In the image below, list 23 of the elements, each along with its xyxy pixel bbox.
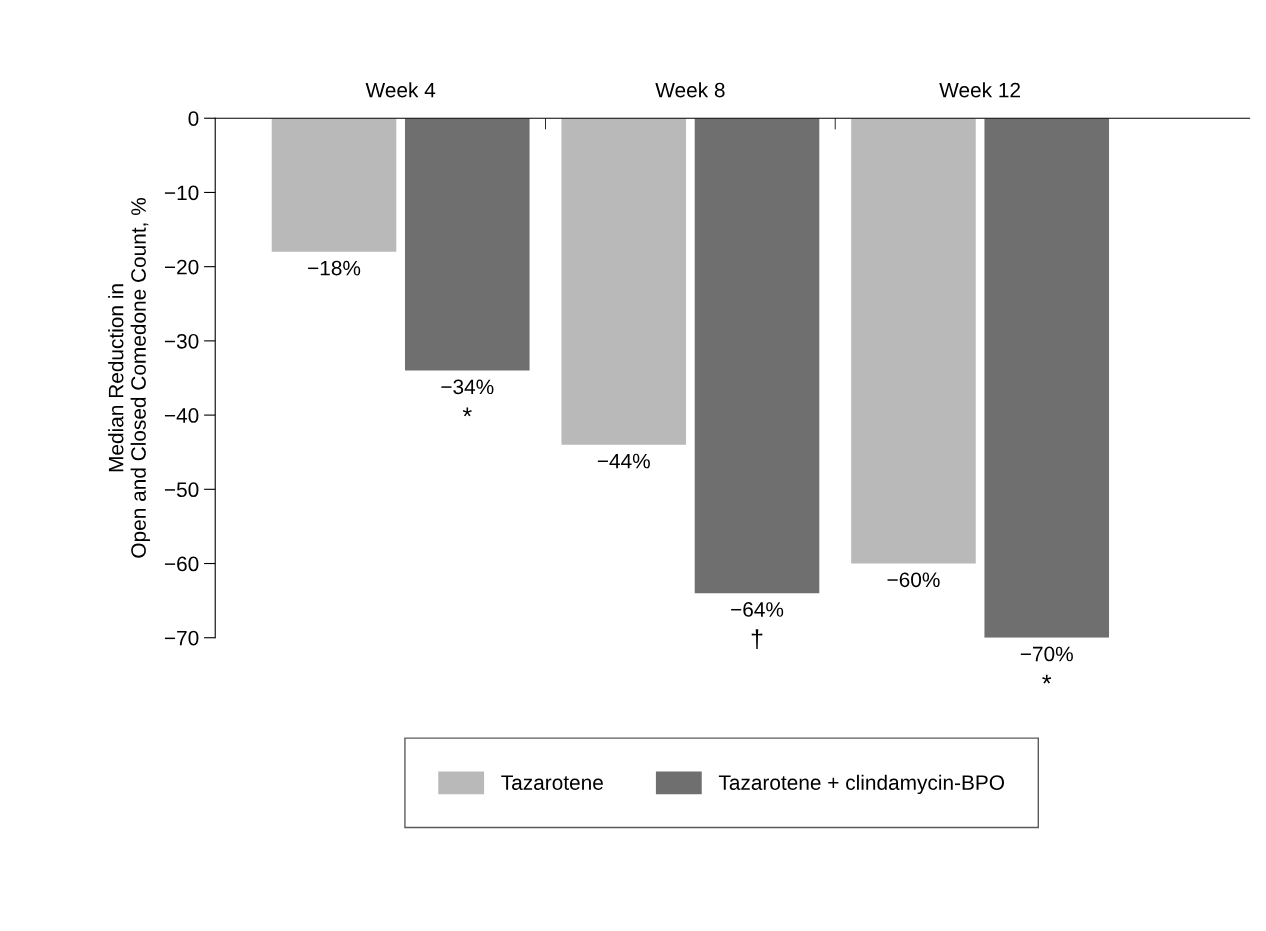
y-tick-label: 0	[188, 111, 199, 126]
data-label: −60%	[887, 572, 940, 588]
x-tick-label: Week 8	[655, 82, 725, 98]
legend-label: Tazarotene + clindamycin-BPO	[718, 774, 1004, 795]
annotation: †	[751, 629, 763, 650]
data-label: −44%	[597, 453, 650, 469]
x-tick-label: Week 4	[365, 82, 436, 98]
x-tick-label: Week 12	[939, 82, 1020, 98]
y-axis-title: Median Reduction in Open and Closed Comedone Count, %	[108, 198, 151, 558]
data-label: −18%	[308, 260, 361, 276]
y-tick-label: −70	[164, 630, 199, 646]
y-tick-label: −50	[164, 482, 199, 498]
y-tick-label: −10	[164, 185, 199, 201]
y-tick-label: −60	[164, 556, 199, 572]
y-tick-label: −40	[164, 408, 199, 423]
annotation: *	[462, 407, 472, 417]
annotation: *	[1042, 674, 1052, 684]
legend-label: Tazarotene	[501, 775, 603, 790]
data-label: −64%	[731, 602, 784, 617]
data-label: −34%	[441, 379, 494, 395]
y-tick-label: −30	[164, 333, 199, 349]
y-tick-label: −20	[164, 259, 199, 275]
data-label: −70%	[1020, 646, 1073, 662]
